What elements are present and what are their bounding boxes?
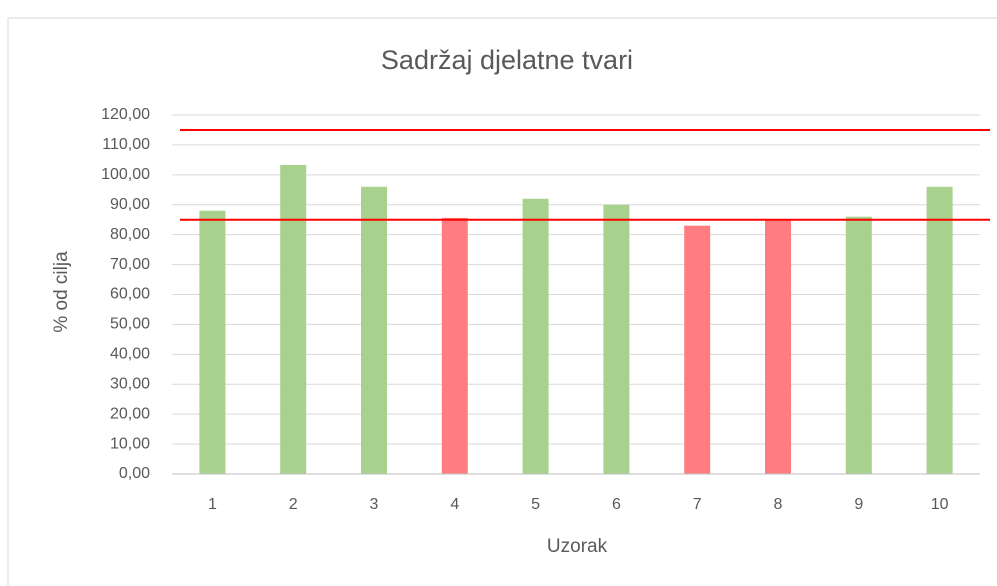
x-axis-label: Uzorak [547, 536, 608, 557]
y-tick-label: 70,00 [110, 256, 150, 273]
y-tick-label: 50,00 [110, 316, 150, 333]
chart-frame [7, 17, 997, 586]
y-tick-label: 80,00 [110, 226, 150, 243]
x-tick-label: 10 [931, 496, 949, 513]
x-tick-label: 3 [370, 496, 379, 513]
x-tick-label: 1 [208, 496, 217, 513]
y-tick-label: 40,00 [110, 346, 150, 363]
y-tick-label: 30,00 [110, 375, 150, 392]
y-tick-label: 60,00 [110, 286, 150, 303]
bar [441, 217, 468, 474]
x-tick-label: 7 [693, 496, 702, 513]
bar [361, 186, 387, 475]
y-tick-label: 10,00 [110, 435, 150, 452]
bar [199, 210, 226, 474]
x-tick-label: 6 [612, 496, 621, 513]
bar [684, 225, 711, 474]
y-tick-label: 90,00 [110, 196, 150, 213]
x-tick-label: 8 [774, 496, 783, 513]
x-tick-label: 5 [531, 496, 540, 513]
bar [280, 164, 307, 475]
bar [522, 198, 549, 474]
y-tick-label: 0,00 [119, 465, 150, 482]
bar [845, 216, 872, 474]
x-tick-label: 2 [289, 496, 298, 513]
y-tick-label: 20,00 [110, 405, 150, 422]
bar [765, 219, 791, 474]
y-tick-label: 100,00 [101, 166, 150, 183]
x-tick-label: 4 [450, 496, 459, 513]
y-tick-label: 120,00 [101, 106, 150, 123]
bar [603, 204, 630, 474]
chart-title: Sadržaj djelatne tvari [381, 45, 633, 75]
y-tick-label: 110,00 [102, 136, 150, 153]
y-axis-label: % od cilja [51, 251, 72, 333]
x-tick-label: 9 [854, 496, 863, 513]
bar [926, 186, 953, 475]
